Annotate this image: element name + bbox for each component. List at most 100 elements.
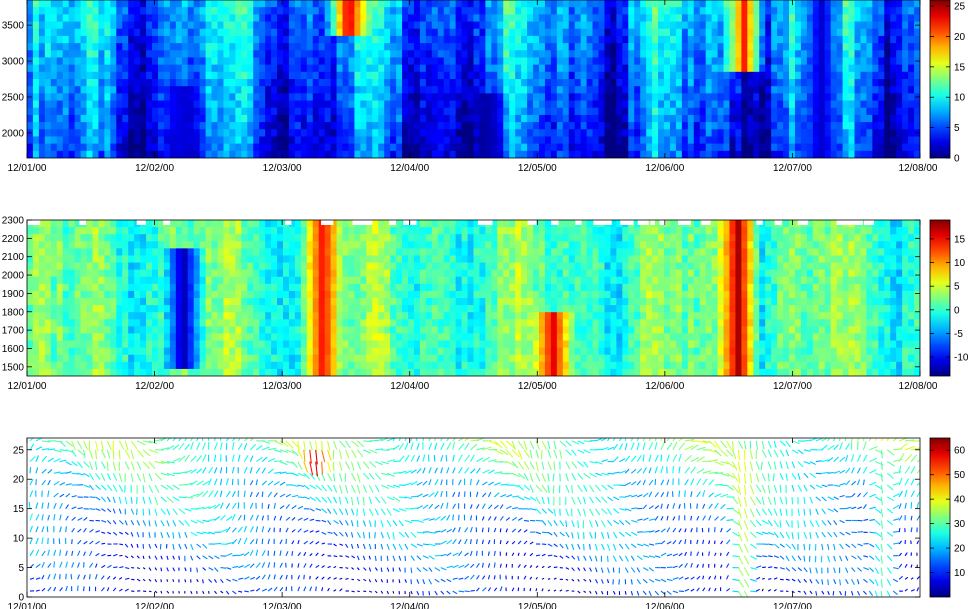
heatmap-cell [449,129,457,138]
heatmap-cell [163,234,171,242]
heatmap-cell [175,143,183,152]
heatmap-cell [390,129,397,138]
heatmap-cell [479,93,486,102]
heatmap-cell [134,107,141,116]
heatmap-cell [521,57,528,66]
heatmap-cell [378,28,385,37]
heatmap-cell [473,136,481,145]
heatmap-cell [634,86,641,94]
heatmap-cell [580,136,588,145]
heatmap-cell [342,93,350,102]
heatmap-cell [568,150,576,158]
heatmap-cell [765,64,772,73]
heatmap-cell [425,298,433,306]
heatmap-cell [854,136,862,145]
heatmap-cell [550,100,558,109]
heatmap-cell [104,298,111,306]
heatmap-cell [485,150,492,158]
heatmap-cell [527,93,534,102]
heatmap-cell [140,143,147,152]
heatmap-cell [80,333,88,342]
heatmap-cell [300,7,308,15]
heatmap-cell [687,107,695,116]
heatmap-cell [44,150,52,158]
heatmap-cell [294,136,302,145]
heatmap-cell [360,28,367,37]
heatmap-cell [122,368,129,376]
heatmap-cell [878,43,885,51]
heatmap-cell [425,220,433,228]
heatmap-cell [723,129,731,138]
heatmap-cell [384,333,391,342]
heatmap-cell [306,220,314,228]
heatmap-cell [467,143,475,152]
heatmap-cell [759,21,766,30]
heatmap-cell [360,114,367,123]
heatmap-cell [27,79,34,87]
heatmap-cell [128,107,135,116]
heatmap-cell [98,298,105,306]
heatmap-cell [372,290,379,299]
heatmap-cell [413,326,421,335]
heatmap-cell [628,129,635,138]
heatmap-cell [711,64,719,73]
heatmap-cell [408,64,415,73]
heatmap-cell [211,21,219,30]
heatmap-cell [175,333,183,342]
heatmap-cell [402,354,409,363]
heatmap-cell [777,64,784,73]
heatmap-cell [705,57,713,66]
heatmap-cell [259,122,266,130]
heatmap-cell [211,79,219,87]
heatmap-cell [253,7,260,15]
heatmap-cell [372,312,379,320]
heatmap-cell [277,43,284,51]
heatmap-cell [497,93,504,102]
heatmap-cell [408,150,415,158]
heatmap-cell [80,276,88,285]
heatmap-cell [503,136,510,145]
heatmap-cell [74,79,82,87]
heatmap-cell [223,262,231,271]
heatmap-cell [342,14,350,23]
heatmap-cell [610,7,617,15]
heatmap-cell [288,333,296,342]
heatmap-cell [92,64,100,73]
heatmap-cell [461,305,469,313]
heatmap-cell [390,361,397,370]
heatmap-cell [842,21,850,30]
heatmap-cell [68,64,76,73]
heatmap-cell [586,150,594,158]
heatmap-cell [253,333,260,342]
heatmap-cell [312,35,320,44]
heatmap-cell [92,114,100,123]
heatmap-cell [62,354,70,363]
heatmap-cell [324,354,332,363]
heatmap-cell [437,100,445,109]
heatmap-cell [425,21,433,30]
heatmap-cell [306,114,314,123]
heatmap-cell [378,86,385,94]
heatmap-cell [473,122,481,130]
heatmap-cell [330,35,338,44]
heatmap-cell [765,50,772,59]
heatmap-cell [223,136,231,145]
heatmap-cell [533,14,540,23]
heatmap-cell [152,14,159,23]
heatmap-cell [735,122,742,130]
heatmap-cell [247,227,254,235]
heatmap-cell [140,269,147,278]
heatmap-cell [491,136,498,145]
heatmap-cell [675,150,683,158]
heatmap-cell [38,312,46,320]
heatmap-cell [223,361,231,370]
heatmap-cell [431,220,439,228]
heatmap-cell [681,50,689,59]
heatmap-cell [872,14,879,23]
heatmap-cell [181,114,189,123]
heatmap-cell [777,114,784,123]
heatmap-cell [193,241,201,249]
heatmap-cell [223,248,231,257]
heatmap-cell [324,122,332,130]
heatmap-cell [836,136,844,145]
